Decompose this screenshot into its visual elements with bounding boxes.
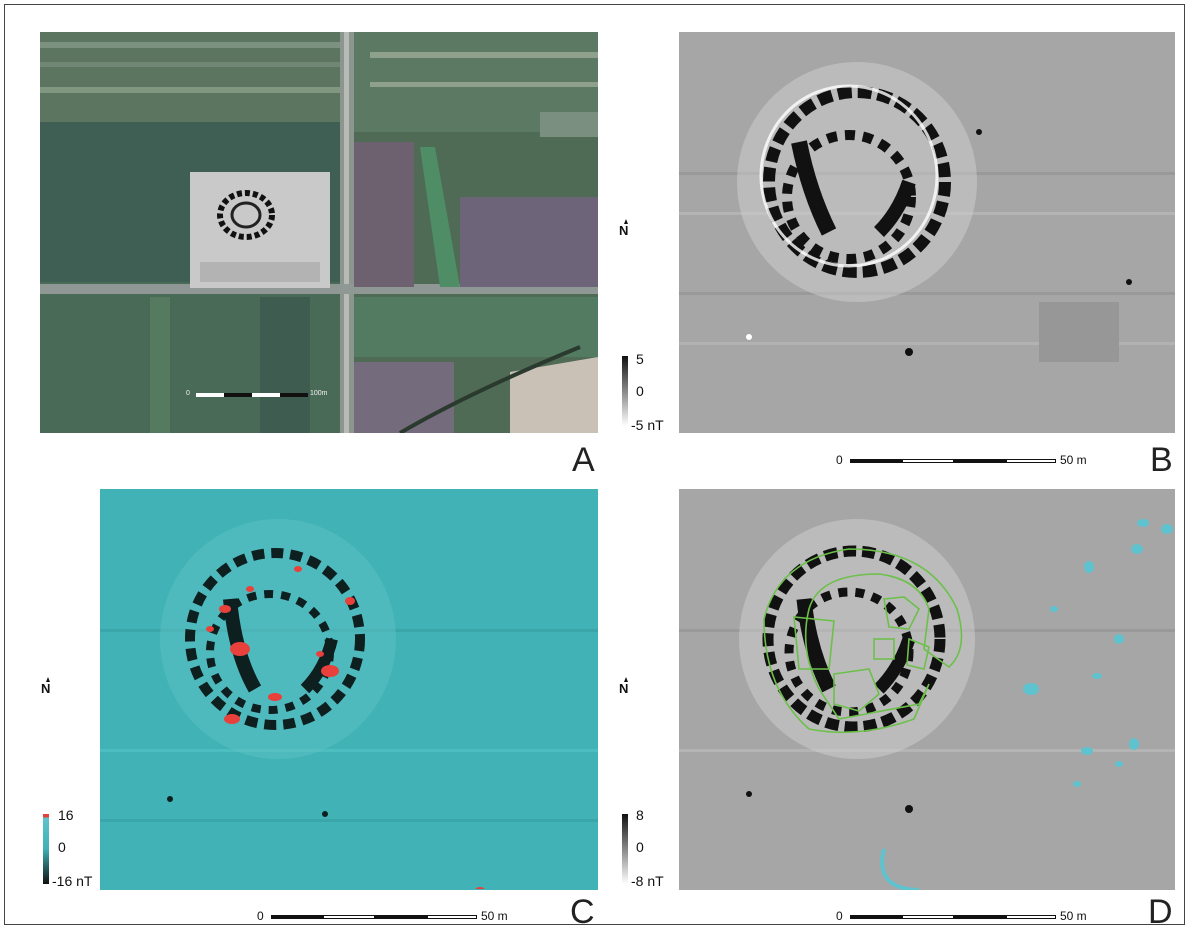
colorbar-c-max: 16 [58,807,74,823]
scale-bar-b: 0 50 m [836,451,1106,471]
scale-bar-c: 0 50 m [257,907,527,927]
scale-bar-b-start: 0 [836,453,843,467]
magnetometry-teal-panel [100,489,598,890]
colorbar-c [43,814,49,884]
colorbar-b-max: 5 [636,351,644,367]
colorbar-c-mid: 0 [58,839,66,855]
colorbar-d [622,814,628,884]
scale-seg [271,915,323,919]
magnetometry-grey-panel [679,32,1175,433]
north-label: N [619,681,629,696]
north-label: N [41,681,51,696]
colorbar-d-mid: 0 [636,839,644,855]
north-arrow-b: N [618,219,632,241]
scale-bar-b-end: 50 m [1060,453,1087,467]
scale-seg [850,915,902,919]
scale-seg [954,915,1006,919]
scale-seg [1006,459,1056,463]
scale-bar-d-end: 50 m [1060,909,1087,923]
colorbar-b [622,356,628,426]
scale-seg [375,915,427,919]
colorbar-c-min: -16 nT [52,873,93,889]
colorbar-b-min: -5 nT [631,417,664,433]
scale-bar-d: 0 50 m [836,907,1106,927]
scale-seg [954,459,1006,463]
figure-frame [4,4,1185,925]
scale-seg [850,459,902,463]
north-arrow-d: N [618,677,632,699]
panel-label-c: C [570,893,595,931]
scale-seg [323,915,375,919]
north-label: N [619,223,629,238]
scale-bar-a-end: 100m [310,390,328,397]
scale-seg [280,393,308,397]
aerial-photo-panel [40,32,598,433]
panel-label-b: B [1150,441,1173,479]
scale-bar-d-start: 0 [836,909,843,923]
colorbar-d-min: -8 nT [631,873,664,889]
scale-seg [224,393,252,397]
panel-label-a: A [572,441,595,479]
scale-bar-a: 0 100m [186,385,328,405]
scale-bar-a-start: 0 [186,390,190,397]
interpretation-panel [679,489,1175,890]
scale-bar-c-start: 0 [257,909,264,923]
scale-seg [1006,915,1056,919]
scale-seg [902,459,954,463]
colorbar-d-max: 8 [636,807,644,823]
scale-seg [902,915,954,919]
scale-seg [196,393,224,397]
panel-label-d: D [1148,893,1173,931]
north-arrow-c: N [40,677,54,699]
scale-bar-c-end: 50 m [481,909,508,923]
colorbar-b-mid: 0 [636,383,644,399]
scale-seg [252,393,280,397]
scale-seg [427,915,477,919]
